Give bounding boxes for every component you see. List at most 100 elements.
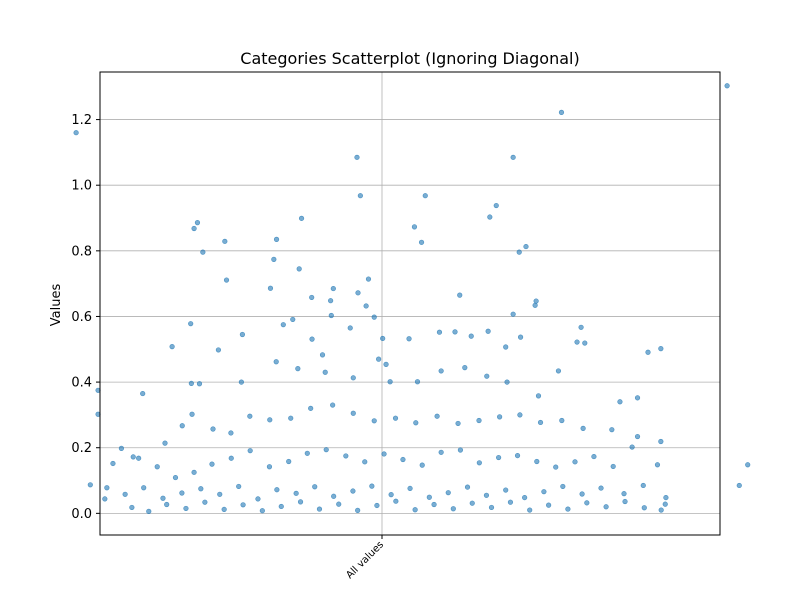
data-point xyxy=(572,459,578,465)
data-point xyxy=(288,415,294,421)
data-point xyxy=(514,452,521,459)
data-point xyxy=(598,485,604,491)
data-point xyxy=(188,380,194,387)
data-point xyxy=(414,379,421,385)
data-point xyxy=(118,445,125,451)
data-point xyxy=(162,440,168,446)
data-point xyxy=(355,507,361,513)
data-point xyxy=(228,455,234,461)
data-point xyxy=(202,499,208,505)
data-point xyxy=(558,109,565,115)
data-point xyxy=(308,405,314,411)
data-point xyxy=(400,456,406,463)
data-point xyxy=(239,331,246,338)
data-point xyxy=(662,501,668,507)
data-point xyxy=(622,498,628,505)
data-point xyxy=(357,193,363,199)
data-point xyxy=(160,495,166,501)
data-point xyxy=(350,488,356,494)
data-point xyxy=(255,496,261,502)
y-tick-label: 1.0 xyxy=(71,179,92,194)
data-point xyxy=(304,450,310,456)
data-point xyxy=(154,464,160,470)
data-point xyxy=(240,502,246,508)
data-point xyxy=(196,381,203,387)
data-point xyxy=(280,322,286,328)
data-point xyxy=(455,420,461,427)
data-point xyxy=(376,356,382,362)
data-point xyxy=(316,506,323,512)
data-point xyxy=(247,448,253,454)
data-point xyxy=(347,325,353,331)
data-point xyxy=(452,329,458,335)
data-point xyxy=(413,420,419,426)
data-point xyxy=(297,499,304,505)
data-point xyxy=(406,336,412,342)
data-point xyxy=(312,484,318,490)
data-point xyxy=(273,236,280,242)
data-point xyxy=(374,502,380,509)
data-point xyxy=(362,459,368,465)
y-tick-label: 0.8 xyxy=(71,244,92,259)
data-point xyxy=(724,83,730,89)
data-point xyxy=(383,361,389,367)
data-point xyxy=(527,507,533,513)
data-point xyxy=(104,485,110,491)
data-point xyxy=(323,447,329,453)
data-point xyxy=(609,427,615,433)
data-point xyxy=(485,328,491,334)
data-point xyxy=(110,460,116,467)
data-point xyxy=(658,346,664,352)
data-point xyxy=(200,249,206,255)
data-point xyxy=(388,492,394,498)
data-point xyxy=(194,220,201,226)
data-point xyxy=(476,417,482,424)
data-point xyxy=(426,494,432,500)
data-point xyxy=(319,352,326,358)
data-point xyxy=(209,461,215,467)
data-point xyxy=(350,375,356,381)
data-point xyxy=(141,485,147,491)
data-point xyxy=(496,454,502,461)
data-point xyxy=(438,368,444,374)
y-tick-label: 0.0 xyxy=(71,507,92,522)
data-point xyxy=(322,369,328,375)
data-point xyxy=(73,130,79,136)
data-point xyxy=(274,487,280,493)
data-point xyxy=(380,335,386,342)
data-point xyxy=(553,464,559,470)
data-point xyxy=(488,504,495,511)
data-point xyxy=(198,486,204,492)
data-point xyxy=(610,463,616,470)
data-point xyxy=(565,506,571,512)
data-point xyxy=(507,499,514,505)
data-point xyxy=(578,324,584,330)
data-point xyxy=(295,366,301,372)
plot-area: 0.0 0.2 0.4 0.6 0.8 1.0 1.2 All values xyxy=(71,71,751,581)
data-point xyxy=(179,423,185,429)
data-point xyxy=(328,298,334,304)
data-point xyxy=(541,489,547,495)
data-point xyxy=(271,256,277,262)
data-point xyxy=(535,393,542,399)
data-point xyxy=(445,490,451,496)
data-point xyxy=(328,312,334,319)
data-point xyxy=(617,399,623,405)
data-point xyxy=(654,462,661,468)
data-point xyxy=(343,453,349,459)
data-point xyxy=(645,349,651,355)
data-point xyxy=(381,451,387,457)
data-point xyxy=(640,482,646,489)
data-point xyxy=(419,462,425,468)
data-point xyxy=(189,411,195,417)
data-point xyxy=(629,444,635,450)
data-point xyxy=(411,224,418,230)
data-point xyxy=(487,214,493,220)
data-point xyxy=(517,334,524,340)
data-point xyxy=(247,413,253,419)
data-point xyxy=(503,487,509,493)
data-point xyxy=(510,311,516,317)
data-point xyxy=(497,414,503,420)
data-point xyxy=(534,458,540,465)
